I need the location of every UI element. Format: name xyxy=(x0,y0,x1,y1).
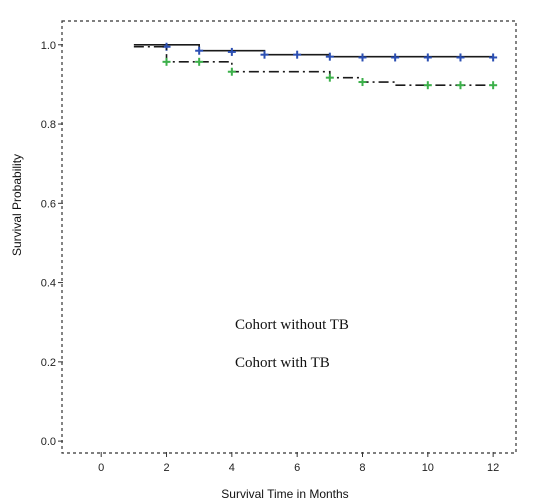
y-tick-label: 0.2 xyxy=(41,357,56,369)
censor-mark xyxy=(195,46,204,55)
y-axis-title: Survival Probability xyxy=(10,154,24,256)
censor-mark xyxy=(227,67,236,76)
x-tick-label: 4 xyxy=(229,462,235,474)
y-tick-label: 1.0 xyxy=(41,40,56,52)
censor-mark xyxy=(195,57,204,66)
x-axis: 0 2 4 6 8 10 12 xyxy=(98,452,499,474)
x-tick-label: 8 xyxy=(359,462,365,474)
censor-mark xyxy=(456,53,465,62)
x-tick-label: 12 xyxy=(487,462,499,474)
censor-mark xyxy=(325,52,334,61)
legend-entry-with-tb: Cohort with TB xyxy=(235,355,330,371)
y-tick-label: 0.6 xyxy=(41,198,56,210)
plot-area xyxy=(61,20,517,454)
censor-mark xyxy=(456,81,465,90)
censor-mark xyxy=(358,53,367,62)
y-tick-label: 0.0 xyxy=(41,436,56,448)
censor-mark xyxy=(293,50,302,59)
censor-mark xyxy=(423,81,432,90)
censor-mark xyxy=(325,73,334,82)
y-tick-label: 0.8 xyxy=(41,119,56,131)
censor-mark xyxy=(227,47,236,56)
x-tick-label: 6 xyxy=(294,462,300,474)
censor-mark xyxy=(358,78,367,87)
censor-mark xyxy=(260,50,269,59)
series-layer xyxy=(133,42,498,90)
censor-mark xyxy=(423,53,432,62)
censor-mark xyxy=(489,81,498,90)
y-tick-label: 0.4 xyxy=(41,278,56,290)
censor-mark xyxy=(391,53,400,62)
censor-mark xyxy=(489,53,498,62)
legend-entry-without-tb: Cohort without TB xyxy=(235,317,349,333)
x-axis-title: Survival Time in Months xyxy=(221,487,348,501)
censor-mark xyxy=(162,57,171,66)
x-tick-label: 10 xyxy=(422,462,434,474)
y-axis: 0.0 0.2 0.4 0.6 0.8 1.0 xyxy=(41,40,63,448)
x-tick-label: 0 xyxy=(98,462,104,474)
x-tick-label: 2 xyxy=(163,462,169,474)
